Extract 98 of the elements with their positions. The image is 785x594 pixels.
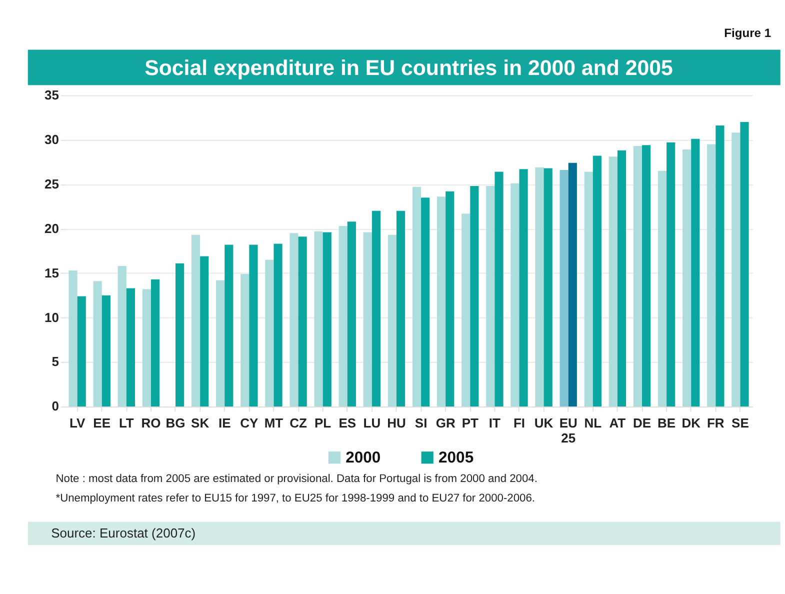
x-tick-label: LU [363, 415, 381, 430]
x-tick-label: CY [240, 415, 259, 430]
bar [396, 210, 406, 407]
y-tick-label: 25 [44, 176, 59, 192]
bar [658, 170, 667, 407]
bar [486, 186, 495, 407]
bar [290, 233, 298, 407]
bar [633, 146, 642, 407]
bar [322, 232, 332, 407]
bar [216, 280, 225, 407]
bar [519, 169, 528, 407]
bar [265, 260, 274, 407]
bar [642, 145, 651, 407]
bar [249, 244, 258, 407]
text: Note : most data from 2005 are estimated or provisional. Data for Portugal is from 2000 and 2004. [56, 472, 538, 485]
bar [544, 168, 552, 407]
x-tick-label: PT [462, 415, 478, 430]
text: *Unemployment rates refer to EU15 for 1997, to EU25 for 1998-1999 and to EU27 for 2000-2006. [56, 492, 536, 504]
bar [691, 138, 700, 407]
x-tick-label: IT [488, 415, 501, 430]
y-tick-label: 35 [44, 87, 59, 102]
bar [142, 289, 151, 407]
source-note: Source: Eurostat (2007c) [51, 526, 196, 541]
bar [446, 191, 454, 407]
bar [436, 196, 446, 407]
bar [102, 295, 110, 407]
y-tick-label: 10 [44, 310, 59, 325]
bar [150, 279, 160, 407]
bar [584, 172, 593, 407]
x-tick-label: BG [166, 415, 186, 430]
bar [592, 156, 602, 407]
x-tick-label: EU 25 [559, 415, 578, 446]
x-tick-label: SI [414, 415, 428, 430]
bar [608, 156, 618, 407]
bar [77, 296, 86, 407]
bar [707, 144, 716, 407]
bar [462, 214, 470, 407]
chart-title: Social expenditure in EU countries in 2000 and 2005 [144, 56, 673, 80]
x-tick-label: BE [658, 415, 676, 430]
bar [224, 244, 234, 407]
x-tick-label: FI [513, 415, 526, 430]
bar [191, 234, 200, 407]
bar [176, 263, 184, 407]
bar [535, 167, 544, 407]
bar [716, 126, 724, 407]
bar [732, 132, 740, 407]
x-tick-label: ES [338, 415, 356, 430]
legend-label: 2000 [346, 449, 381, 466]
x-tick-label: RO [141, 415, 161, 430]
x-tick-label: IE [218, 415, 232, 430]
bar [617, 150, 626, 407]
bar [568, 162, 577, 407]
x-tick-label: HU [387, 415, 406, 430]
y-tick-label: 5 [52, 354, 59, 370]
x-tick-label: UK [534, 415, 554, 430]
x-tick-label: DE [632, 415, 652, 430]
x-tick-label: PL [314, 415, 332, 430]
bar [412, 186, 422, 407]
bar [470, 186, 479, 407]
x-tick-label: SK [191, 415, 210, 430]
bar [510, 183, 520, 407]
bar [93, 281, 102, 407]
x-tick-label: LV [69, 415, 86, 430]
x-tick-label: DK [682, 415, 702, 430]
y-tick-label: 30 [44, 132, 59, 147]
x-tick-label: CZ [290, 415, 307, 430]
bar [560, 170, 568, 407]
bar [363, 232, 372, 407]
y-tick-label: 20 [44, 220, 59, 236]
x-tick-label: MT [264, 415, 284, 430]
x-tick-label: EE [93, 415, 111, 430]
legend-label: 2005 [438, 449, 474, 466]
bar [388, 234, 396, 407]
bar [68, 270, 78, 407]
bar [118, 266, 126, 407]
x-tick-label: GR [436, 415, 456, 430]
x-tick-label: NL [584, 415, 602, 430]
x-tick-label: AT [609, 415, 626, 430]
x-tick-label: SE [732, 415, 750, 430]
bar [421, 198, 430, 407]
bar [200, 256, 209, 407]
bar [494, 172, 504, 407]
bar [682, 150, 692, 407]
bar [240, 274, 250, 407]
y-tick-label: 0 [52, 398, 59, 414]
bar [274, 244, 282, 407]
x-tick-label: LT [118, 415, 134, 430]
bar [298, 236, 307, 407]
y-tick-label: 15 [44, 265, 59, 280]
caption: Figure 1 [724, 26, 772, 40]
x-tick-label: FR [706, 415, 725, 430]
bar [372, 210, 381, 407]
bar [740, 122, 749, 407]
bar [666, 142, 676, 407]
bar [338, 226, 348, 407]
bar [347, 222, 356, 407]
bar [314, 231, 323, 407]
bar [126, 288, 136, 407]
